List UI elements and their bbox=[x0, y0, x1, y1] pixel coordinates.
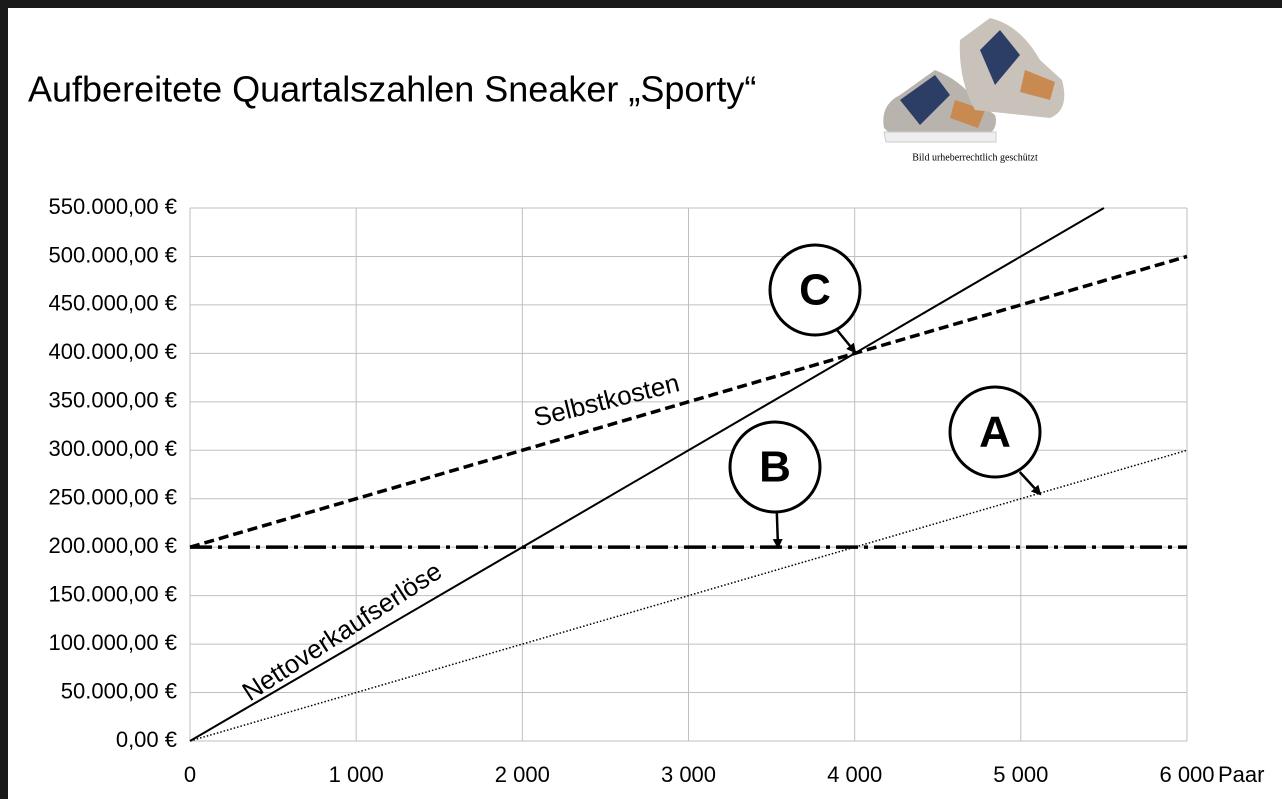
y-tick-label: 100.000,00 € bbox=[49, 630, 177, 655]
y-tick-label: 300.000,00 € bbox=[49, 436, 177, 461]
y-tick-label: 450.000,00 € bbox=[49, 291, 177, 316]
x-tick-label: 4 000 bbox=[827, 762, 882, 787]
callout-circle bbox=[768, 243, 862, 337]
y-tick-label: 250.000,00 € bbox=[49, 485, 177, 510]
series-line bbox=[189, 254, 1188, 549]
y-tick-label: 550.000,00 € bbox=[49, 194, 177, 219]
callout-label: A bbox=[979, 408, 1011, 457]
callout-arrow bbox=[772, 506, 783, 549]
callout-label: B bbox=[759, 443, 791, 492]
x-tick-label: 5 000 bbox=[993, 762, 1048, 787]
callout-circle bbox=[948, 385, 1042, 479]
callout-label: C bbox=[799, 266, 831, 315]
x-tick-label: 0 bbox=[184, 762, 196, 787]
callout-circle bbox=[728, 420, 822, 514]
image-caption: Bild urheberrechtlich geschützt bbox=[912, 152, 1038, 163]
y-tick-label: 50.000,00 € bbox=[61, 678, 177, 703]
chart-title: Aufbereitete Quartalszahlen Sneaker „Spo… bbox=[28, 69, 756, 110]
y-tick-label: 0,00 € bbox=[116, 727, 177, 752]
y-tick-label: 200.000,00 € bbox=[49, 533, 177, 558]
callout-arrow bbox=[1018, 471, 1042, 496]
series-line bbox=[189, 449, 1188, 742]
background bbox=[8, 8, 1282, 799]
y-tick-label: 350.000,00 € bbox=[49, 388, 177, 413]
x-tick-label: 1 000 bbox=[329, 762, 384, 787]
series-line bbox=[189, 207, 1105, 742]
y-tick-label: 150.000,00 € bbox=[49, 581, 177, 606]
x-tick-label: 3 000 bbox=[661, 762, 716, 787]
x-unit-label: Paar bbox=[1218, 762, 1264, 787]
x-tick-label: 6 000 bbox=[1159, 762, 1214, 787]
y-tick-label: 400.000,00 € bbox=[49, 339, 177, 364]
callout-arrow bbox=[836, 329, 857, 354]
y-tick-label: 500.000,00 € bbox=[49, 242, 177, 267]
x-tick-label: 2 000 bbox=[495, 762, 550, 787]
shoe-image bbox=[883, 18, 1065, 143]
